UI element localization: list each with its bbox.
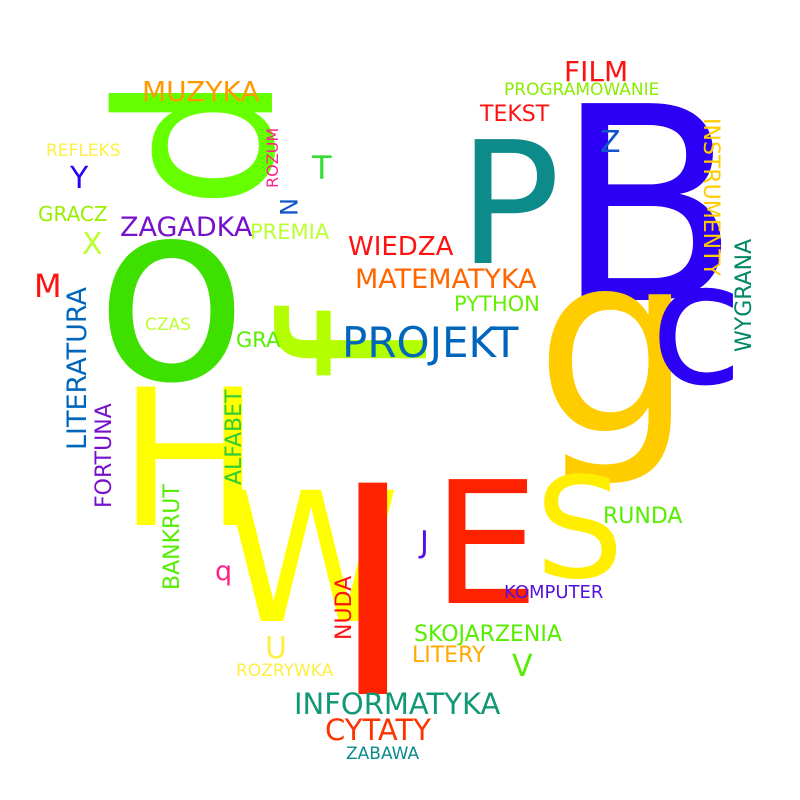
word-litery: LITERY <box>412 643 486 668</box>
word-refleks: REFLEKS <box>46 141 121 161</box>
word-film: FILM <box>564 55 629 88</box>
word-w: W <box>222 455 400 664</box>
word-h: H <box>118 349 261 570</box>
word-zagadka: ZAGADKA <box>120 212 253 243</box>
word-premia: PREMIA <box>250 220 330 244</box>
word-skojarzenia: SKOJARZENIA <box>414 622 562 647</box>
word-zabawa: ZABAWA <box>346 744 420 764</box>
word-gracz: GRACZ <box>38 202 108 226</box>
word-e: E <box>432 446 540 644</box>
word-fortuna: FORTUNA <box>92 403 117 508</box>
word-n: N <box>274 198 302 216</box>
word-v: V <box>512 649 533 684</box>
word-s: S <box>535 448 624 611</box>
word-informatyka: INFORMATYKA <box>294 687 501 721</box>
word-czas: CZAS <box>145 315 191 335</box>
word-c: c <box>650 226 744 424</box>
word-runda: RUNDA <box>603 504 683 529</box>
word-m: M <box>34 267 62 305</box>
word-rozrywka: ROZRYWKA <box>236 661 334 681</box>
word-p: P <box>458 106 561 304</box>
word-o: o <box>95 147 248 438</box>
word-alfabet: ALFABET <box>222 389 247 485</box>
word-g: g <box>535 199 694 490</box>
word-gra: GRA <box>236 328 281 352</box>
word-komputer: KOMPUTER <box>504 582 604 603</box>
word-y: Y <box>70 161 89 196</box>
word-projekt: PROJEKT <box>342 318 519 367</box>
word-wiedza: WIEDZA <box>348 232 454 262</box>
word-i: I <box>330 426 416 763</box>
word-u: U <box>265 631 287 666</box>
word-programowanie: PROGRAMOWANIE <box>504 80 660 100</box>
word-rozum: ROZUM <box>263 127 282 188</box>
word-muzyka: MUZYKA <box>142 75 260 108</box>
word-tekst: TEKST <box>480 102 550 127</box>
word-bankrut: BANKRUT <box>160 484 185 590</box>
word-j: J <box>420 525 429 560</box>
word-python: PYTHON <box>454 292 540 316</box>
word-literatura: LITERATURA <box>62 287 93 450</box>
word-z: Z <box>600 125 621 160</box>
word-q: q <box>215 556 233 587</box>
word-instrumenty: INSTRUMENTY <box>698 118 723 276</box>
word-matematyka: MATEMATYKA <box>355 264 537 295</box>
word-cytaty: CYTATY <box>325 713 431 747</box>
word-wygrana: WYGRANA <box>732 238 757 352</box>
word-nuda: NUDA <box>332 575 357 640</box>
word-t: T <box>312 149 332 187</box>
word-b: B <box>555 49 740 364</box>
word-x: X <box>82 227 103 262</box>
